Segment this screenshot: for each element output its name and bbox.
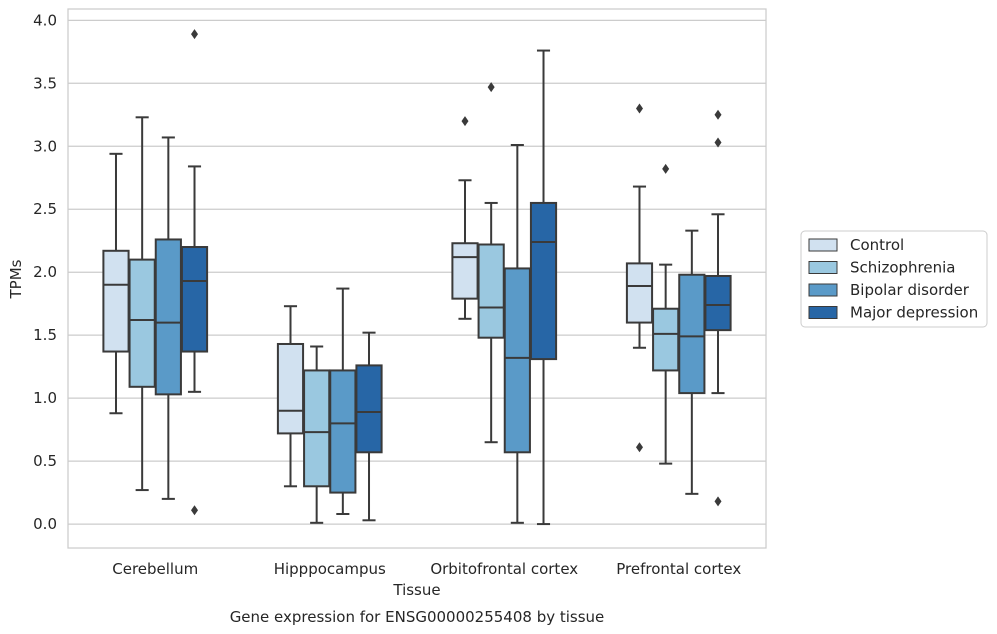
series-bipolar-disorder [154, 136, 706, 524]
iqr-box [451, 242, 479, 300]
x-tick-label: Hipppocampus [274, 560, 386, 578]
y-tick-label: 1.0 [33, 389, 57, 407]
iqr-box [529, 201, 558, 361]
outlier-point [487, 82, 495, 93]
legend-swatch [808, 238, 838, 252]
iqr-box [678, 273, 706, 395]
legend-swatch [808, 283, 838, 297]
iqr-box [477, 243, 505, 339]
iqr-box [329, 369, 357, 494]
legend-label: Major depression [850, 304, 978, 322]
legend-swatch [808, 306, 838, 319]
iqr-box [652, 307, 680, 372]
iqr-box [355, 364, 383, 454]
y-tick-label: 3.0 [33, 137, 57, 155]
box-orbitofrontal-cortex [451, 116, 479, 320]
x-tick-labels: Cerebellum Hipppocampus Orbitofrontal cort… [112, 560, 741, 578]
box-cerebellum [180, 29, 209, 516]
box-orbitofrontal-cortex [503, 144, 531, 524]
series-schizophrenia [128, 82, 680, 524]
box-cerebellum [128, 116, 156, 492]
box-plot-series [102, 29, 732, 526]
legend-swatch [808, 261, 838, 274]
y-tick-label: 4.0 [33, 11, 57, 29]
legend-label: Schizophrenia [850, 259, 955, 277]
x-tick-label: Prefrontal cortex [616, 560, 741, 578]
box-prefrontal-cortex [652, 163, 680, 465]
iqr-box [102, 249, 130, 353]
iqr-box [180, 246, 209, 353]
y-tick-label: 2.5 [33, 200, 57, 218]
box-prefrontal-cortex [625, 103, 654, 453]
iqr-box [128, 258, 156, 388]
outlier-point [635, 442, 643, 453]
box-hipppocampus [276, 305, 305, 488]
iqr-box [704, 274, 732, 332]
box-hipppocampus [355, 331, 383, 522]
y-tick-label: 1.5 [33, 326, 57, 344]
outlier-point [635, 103, 643, 114]
box-prefrontal-cortex [704, 109, 732, 507]
series-major-depression [180, 29, 732, 526]
y-tick-label: 0.5 [33, 452, 57, 470]
outlier-point [191, 29, 199, 40]
outlier-point [714, 137, 722, 148]
box-cerebellum [154, 136, 182, 500]
plot-frame [67, 8, 767, 549]
x-axis-label: Tissue [392, 581, 440, 599]
series-control [102, 103, 654, 488]
box-cerebellum [102, 152, 130, 415]
iqr-box [503, 267, 531, 454]
outlier-point [662, 163, 670, 174]
y-axis-label: TPMs [7, 259, 25, 299]
iqr-box [154, 238, 182, 396]
outlier-point [461, 116, 469, 127]
legend-label: Bipolar disorder [850, 281, 970, 299]
box-orbitofrontal-cortex [477, 82, 505, 444]
iqr-box [276, 342, 305, 435]
x-tick-label: Cerebellum [112, 560, 198, 578]
box-orbitofrontal-cortex [529, 49, 558, 526]
box-hipppocampus [303, 345, 331, 524]
figure-caption: Gene expression for ENSG00000255408 by t… [230, 608, 605, 626]
iqr-box [625, 262, 654, 324]
legend: Control Schizophrenia Bipolar disorder Majo… [800, 230, 988, 328]
y-tick-labels: 0.0 0.5 1.0 1.5 2.0 2.5 3.0 3.5 4.0 [33, 11, 57, 533]
outlier-point [714, 109, 722, 120]
iqr-box [303, 369, 331, 488]
box-prefrontal-cortex [678, 229, 706, 495]
box-hipppocampus [329, 287, 357, 515]
x-tick-label: Orbitofrontal cortex [430, 560, 578, 578]
y-tick-label: 3.5 [33, 74, 57, 92]
y-tick-label: 0.0 [33, 515, 57, 533]
y-tick-label: 2.0 [33, 263, 57, 281]
outlier-point [191, 505, 199, 516]
outlier-point [714, 496, 722, 507]
legend-label: Control [850, 236, 904, 254]
legend-frame [800, 230, 988, 328]
